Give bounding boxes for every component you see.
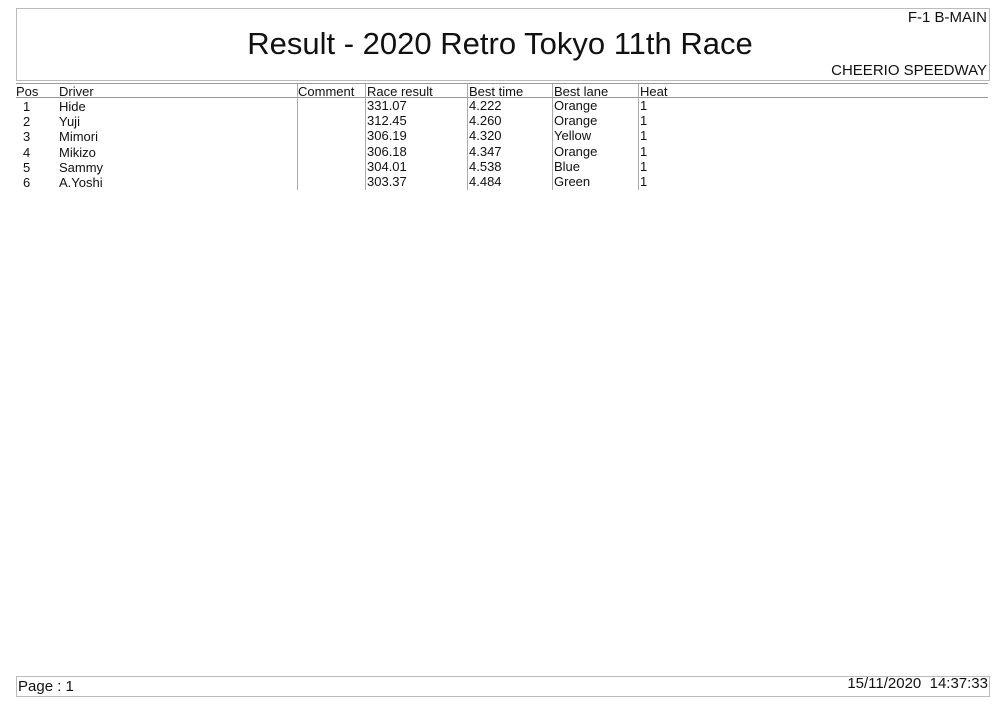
cell-driver: Sammy	[59, 159, 104, 175]
cell-best-time: 4.260	[469, 113, 502, 129]
cell-race-result: 306.19	[367, 128, 407, 144]
column-header-race-result: Race result	[367, 84, 433, 99]
cell-driver: Yuji	[59, 114, 80, 130]
cell-driver: A.Yoshi	[59, 175, 103, 190]
column-divider	[297, 84, 298, 190]
column-divider	[638, 84, 639, 190]
cell-pos: 2	[23, 114, 31, 130]
cell-heat: 1	[640, 143, 648, 159]
cell-heat: 1	[640, 158, 648, 174]
cell-best-time: 4.320	[469, 128, 502, 144]
cell-best-lane: Orange	[554, 98, 598, 113]
cell-driver: Mikizo	[59, 144, 96, 160]
column-header-driver: Driver	[59, 84, 94, 99]
column-header-pos: Pos	[16, 84, 39, 99]
cell-best-time: 4.484	[469, 174, 502, 189]
cell-pos: 6	[23, 175, 31, 190]
venue-label: CHEERIO SPEEDWAY	[831, 62, 987, 79]
cell-pos: 5	[23, 159, 31, 175]
cell-race-result: 304.01	[367, 158, 407, 174]
cell-pos: 4	[23, 144, 31, 160]
cell-driver: Mimori	[59, 129, 98, 145]
header-underline	[16, 97, 988, 98]
column-header-best-time: Best time	[469, 84, 524, 99]
cell-driver: Hide	[59, 99, 86, 114]
column-header-comment: Comment	[298, 84, 355, 99]
page-number: Page : 1	[18, 678, 74, 695]
cell-race-result: 303.37	[367, 174, 407, 189]
cell-best-lane: Green	[554, 174, 591, 189]
column-header-best-lane: Best lane	[554, 84, 609, 99]
cell-race-result: 306.18	[367, 143, 407, 159]
cell-heat: 1	[640, 98, 648, 113]
column-divider	[552, 84, 553, 190]
cell-heat: 1	[640, 113, 648, 129]
print-datetime: 15/11/2020 14:37:33	[847, 675, 988, 692]
cell-heat: 1	[640, 174, 648, 189]
cell-race-result: 331.07	[367, 98, 407, 113]
header-box	[16, 8, 990, 81]
cell-heat: 1	[640, 128, 648, 144]
cell-race-result: 312.45	[367, 113, 407, 129]
cell-best-time: 4.538	[469, 158, 502, 174]
cell-pos: 3	[23, 129, 31, 145]
cell-best-lane: Blue	[554, 158, 581, 174]
cell-best-time: 4.222	[469, 98, 502, 113]
column-header-heat: Heat	[640, 84, 668, 99]
footer-box	[16, 676, 990, 697]
page-title: Result - 2020 Retro Tokyo 11th Race	[247, 26, 753, 61]
column-divider	[467, 84, 468, 190]
cell-best-lane: Orange	[554, 113, 598, 129]
table-top-line	[16, 83, 988, 84]
cell-best-lane: Orange	[554, 143, 598, 159]
column-divider	[365, 84, 366, 190]
cell-best-time: 4.347	[469, 143, 502, 159]
cell-pos: 1	[23, 99, 31, 114]
category-label: F-1 B-MAIN	[907, 9, 987, 26]
cell-best-lane: Yellow	[554, 128, 592, 144]
